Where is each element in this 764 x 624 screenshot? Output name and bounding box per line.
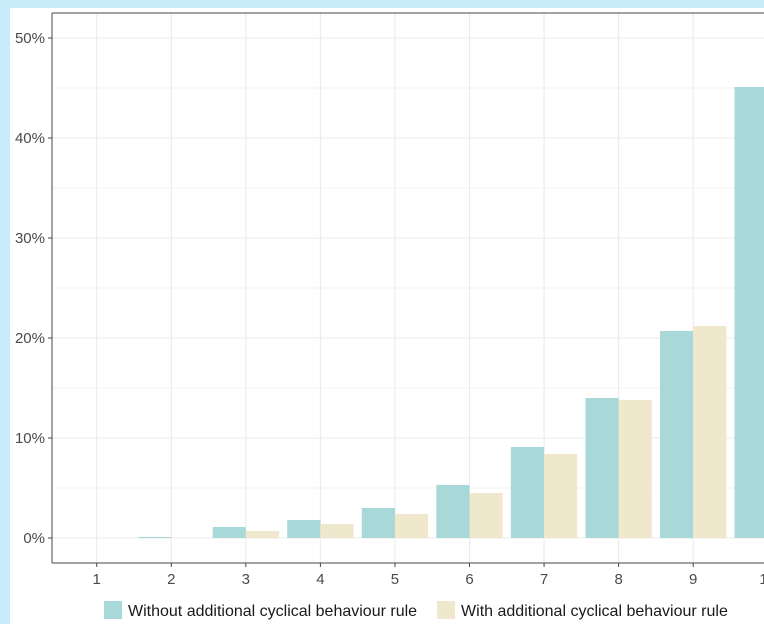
- bar-series-1-cat-7: [510, 447, 545, 538]
- bar-series-2-cat-3: [245, 531, 280, 538]
- y-tick-label: 20%: [15, 330, 45, 347]
- bar-series-2-cat-9: [693, 326, 727, 538]
- x-tick-label: 8: [614, 571, 622, 588]
- legend: Without additional cyclical behaviour ru…: [104, 601, 728, 620]
- y-tick-label: 10%: [15, 430, 45, 447]
- bar-chart: 0% 10% 20% 30% 40% 50% 1 2 3 4 5 6 7 8 9 10 Without add…: [15, 12, 764, 620]
- y-tick-label: 50%: [15, 30, 45, 47]
- chart-container: 0% 10% 20% 30% 40% 50% 1 2 3 4 5 6 7 8 9 10 Without add…: [10, 8, 764, 624]
- x-tick-label: 10: [759, 571, 764, 588]
- legend-label-1: Without additional cyclical behaviour ru…: [128, 603, 417, 620]
- x-tick-label: 5: [391, 571, 399, 588]
- bar-series-1-cat-4: [287, 520, 321, 538]
- legend-swatch-1: [104, 601, 122, 619]
- bar-series-2-cat-5: [394, 514, 429, 538]
- bars-layer: [138, 87, 764, 538]
- bar-series-1-cat-10: [734, 87, 764, 538]
- x-tick-label: 9: [689, 571, 697, 588]
- x-tick-label: 6: [465, 571, 473, 588]
- y-tick-label: 40%: [15, 130, 45, 147]
- bar-series-1-cat-9: [659, 331, 694, 538]
- bar-series-2-cat-4: [320, 524, 354, 538]
- x-tick-label: 3: [242, 571, 250, 588]
- x-tick-label: 1: [93, 571, 101, 588]
- x-tick-label: 7: [540, 571, 548, 588]
- bar-series-2-cat-7: [544, 454, 578, 538]
- bar-series-1-cat-3: [212, 527, 246, 538]
- x-tick-label: 2: [167, 571, 175, 588]
- bar-series-1-cat-5: [361, 508, 395, 538]
- legend-swatch-2: [437, 601, 456, 619]
- axes-layer: 0% 10% 20% 30% 40% 50% 1 2 3 4 5 6 7 8 9 10: [15, 12, 764, 588]
- bar-series-1-cat-2: [138, 537, 172, 538]
- y-tick-label: 30%: [15, 230, 45, 247]
- grid-layer: [52, 13, 764, 563]
- y-tick-label: 0%: [23, 530, 45, 547]
- bar-series-1-cat-8: [585, 398, 619, 538]
- bar-series-2-cat-6: [469, 493, 503, 538]
- legend-label-2: With additional cyclical behaviour rule: [461, 603, 728, 620]
- bar-series-1-cat-6: [436, 485, 470, 538]
- bar-series-2-cat-8: [618, 400, 652, 538]
- x-tick-label: 4: [316, 571, 324, 588]
